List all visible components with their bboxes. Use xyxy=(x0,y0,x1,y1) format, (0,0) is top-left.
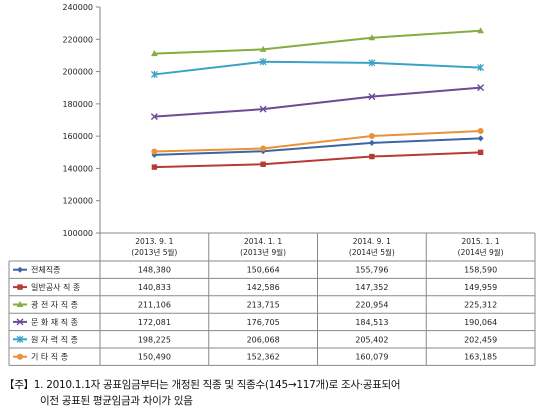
data-point xyxy=(477,135,484,142)
legend-series-name: 광 전 자 직 종 xyxy=(31,300,78,310)
legend-key-marker xyxy=(16,335,24,343)
data-value-cell: 148,380 xyxy=(138,266,171,275)
data-value-cell: 213,715 xyxy=(247,301,280,310)
legend-key-marker xyxy=(17,266,23,273)
data-value-cell: 206,068 xyxy=(247,335,280,344)
series-line xyxy=(154,151,481,169)
series-line xyxy=(154,86,481,118)
data-point xyxy=(477,27,484,34)
legend-key-marker xyxy=(17,353,23,360)
legend-key-marker xyxy=(16,318,24,326)
data-value-cell: 220,954 xyxy=(355,301,388,310)
x-category-label: (2014년 9월) xyxy=(458,247,504,257)
y-tick-label: 160000 xyxy=(62,132,93,141)
x-category-label: (2014년 5월) xyxy=(349,247,395,257)
y-tick-label: 220000 xyxy=(62,35,93,44)
series-line xyxy=(154,60,481,76)
x-category-label: (2013년 9월) xyxy=(240,247,286,257)
legend-series-name: 문 화 재 직 종 xyxy=(31,317,78,327)
y-tick-label: 100000 xyxy=(62,229,93,238)
data-point xyxy=(368,59,376,67)
data-point xyxy=(150,113,158,121)
data-point xyxy=(150,70,158,78)
data-table: 2013. 9. 1(2013년 5월) 2014. 1. 1(2013년 9월)… xyxy=(8,232,536,366)
data-point xyxy=(260,145,267,152)
data-point xyxy=(260,161,266,167)
data-value-cell: 160,079 xyxy=(355,353,388,362)
legend-key-marker xyxy=(16,301,24,307)
data-value-cell: 140,833 xyxy=(138,283,171,292)
data-point xyxy=(368,34,376,41)
legend-series-name: 기 타 직 종 xyxy=(31,352,68,362)
data-value-cell: 152,362 xyxy=(247,353,280,362)
data-value-cell: 142,586 xyxy=(247,283,280,292)
y-axis: 100000 120000 140000 160000 180000 200000 2200… xyxy=(62,3,101,238)
data-point xyxy=(151,50,158,57)
data-point xyxy=(477,149,484,156)
data-point xyxy=(477,84,485,92)
series-line xyxy=(154,29,481,55)
series-line xyxy=(154,137,481,156)
data-value-cell: 155,796 xyxy=(355,266,388,275)
y-tick-label: 180000 xyxy=(62,100,93,109)
y-tick-label: 120000 xyxy=(62,197,93,206)
data-point xyxy=(368,139,375,146)
data-value-cell: 150,490 xyxy=(138,353,171,362)
data-value-cell: 205,402 xyxy=(355,335,388,344)
data-point xyxy=(259,58,267,66)
x-category-label: 2014. 1. 1 xyxy=(244,237,282,246)
data-point xyxy=(259,105,267,113)
x-category-label: (2013년 5월) xyxy=(131,247,177,257)
data-value-cell: 163,185 xyxy=(464,353,497,362)
x-category-label: 2014. 9. 1 xyxy=(353,237,391,246)
series-line xyxy=(154,130,481,153)
footnote-line-1: 【주】1. 2010.1.1자 공표임금부터는 개정된 직종 및 직종수(145… xyxy=(4,379,401,391)
data-point xyxy=(368,133,375,140)
data-value-cell: 158,590 xyxy=(464,266,497,275)
data-point xyxy=(259,45,267,52)
data-value-cell: 149,959 xyxy=(464,283,497,292)
x-category-label: 2013. 9. 1 xyxy=(135,237,173,246)
data-value-cell: 172,081 xyxy=(138,318,171,327)
data-point xyxy=(151,164,158,170)
plot-area xyxy=(150,27,485,170)
legend-series-name: 원 자 력 직 종 xyxy=(31,334,78,344)
data-point xyxy=(477,128,484,135)
data-value-cell: 150,664 xyxy=(247,266,280,275)
data-point xyxy=(151,148,158,155)
data-point xyxy=(368,93,376,101)
legend-series-name: 전체직종 xyxy=(31,265,60,275)
data-value-cell: 202,459 xyxy=(464,335,497,344)
legend-key-marker xyxy=(17,284,23,290)
data-point xyxy=(369,153,375,160)
data-value-cell: 211,106 xyxy=(138,301,171,310)
data-value-cell: 198,225 xyxy=(138,335,171,344)
data-value-cell: 147,352 xyxy=(355,283,388,292)
y-tick-label: 140000 xyxy=(62,164,93,173)
data-value-cell: 176,705 xyxy=(247,318,280,327)
data-point xyxy=(477,64,485,72)
data-value-cell: 190,064 xyxy=(464,318,497,327)
y-tick-label: 240000 xyxy=(62,3,93,12)
legend-series-name: 일반공사 직 종 xyxy=(31,282,80,292)
data-value-cell: 225,312 xyxy=(464,301,497,310)
data-value-cell: 184,513 xyxy=(355,318,388,327)
footnote-line-2: 이전 공표된 평균임금과 차이가 있음 xyxy=(40,395,193,407)
x-category-label: 2015. 1. 1 xyxy=(462,237,500,246)
y-tick-label: 200000 xyxy=(62,68,93,77)
